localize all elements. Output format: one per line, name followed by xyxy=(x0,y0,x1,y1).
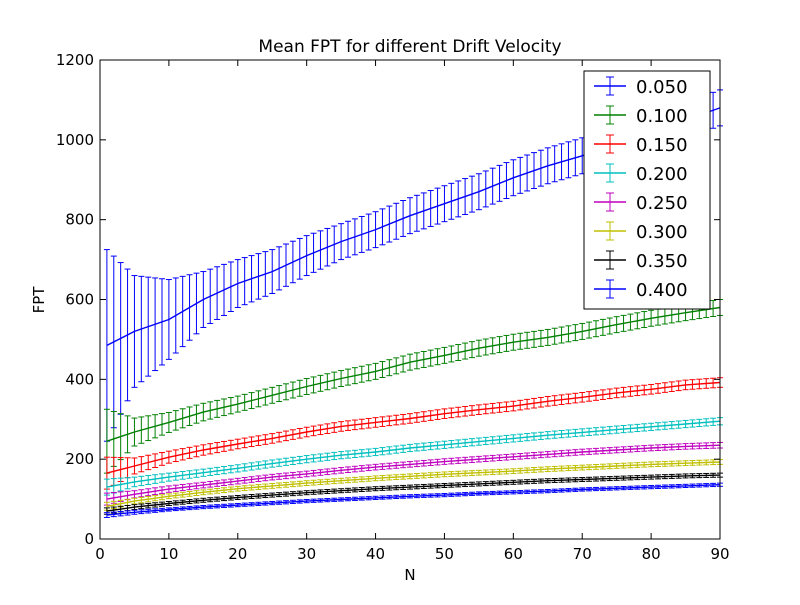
legend-label: 0.200 xyxy=(636,164,688,185)
legend-entry: 0.350 xyxy=(594,250,688,272)
x-tick-label: 60 xyxy=(504,545,523,563)
chart-title: Mean FPT for different Drift Velocity xyxy=(258,37,561,57)
series-0.250 xyxy=(103,441,723,506)
y-tick-label: 1000 xyxy=(56,131,94,149)
legend-label: 0.150 xyxy=(636,135,688,156)
legend-label: 0.250 xyxy=(636,193,688,214)
x-axis-label: N xyxy=(404,566,415,584)
x-tick-label: 20 xyxy=(228,545,247,563)
y-tick-label: 400 xyxy=(65,370,94,388)
series-0.400 xyxy=(103,482,723,518)
series-line xyxy=(106,306,721,442)
x-tick-label: 10 xyxy=(159,545,178,563)
y-tick-label: 800 xyxy=(65,211,94,229)
x-tick-label: 90 xyxy=(710,545,729,563)
y-tick-label: 1200 xyxy=(56,51,94,69)
x-tick-label: 30 xyxy=(297,545,316,563)
series-line xyxy=(106,484,721,516)
series-0.150 xyxy=(103,377,723,490)
series-0.300 xyxy=(103,459,723,511)
y-tick-label: 0 xyxy=(84,530,94,548)
series-line xyxy=(106,420,721,488)
legend-entry: 0.250 xyxy=(594,192,688,214)
legend-entry: 0.150 xyxy=(594,134,688,156)
y-tick-label: 200 xyxy=(65,450,94,468)
x-tick-label: 40 xyxy=(366,545,385,563)
series-line xyxy=(106,461,721,507)
legend-label: 0.350 xyxy=(636,251,688,272)
legend-entry: 0.200 xyxy=(594,163,688,185)
series-line xyxy=(106,381,721,474)
legend-entry: 0.400 xyxy=(594,279,688,301)
plot-area: 0 10 20 30 40 50 60 70 80 90 0 200 400 600 800 1000 1200 xyxy=(56,51,730,563)
y-tick-label: 600 xyxy=(65,291,94,309)
x-tick-label: 50 xyxy=(435,545,454,563)
legend-entry: 0.100 xyxy=(594,105,688,127)
legend: 0.050 0.100 0.150 0.200 0.250 0.300 0.350 0.400 xyxy=(583,70,711,310)
legend-entry: 0.300 xyxy=(594,221,688,243)
legend-box xyxy=(583,70,711,310)
legend-label: 0.300 xyxy=(636,222,688,243)
y-axis-label: FPT xyxy=(30,286,48,314)
series-line xyxy=(106,444,721,500)
legend-label: 0.100 xyxy=(636,106,688,127)
x-tick-label: 80 xyxy=(642,545,661,563)
x-tick-label: 0 xyxy=(95,545,105,563)
legend-entry: 0.050 xyxy=(594,76,688,98)
legend-label: 0.400 xyxy=(636,280,688,301)
series-line xyxy=(106,474,721,512)
legend-label: 0.050 xyxy=(636,77,688,98)
series-0.100 xyxy=(103,299,723,474)
series-0.200 xyxy=(103,417,723,496)
series-0.350 xyxy=(103,472,723,515)
x-tick-label: 70 xyxy=(573,545,592,563)
